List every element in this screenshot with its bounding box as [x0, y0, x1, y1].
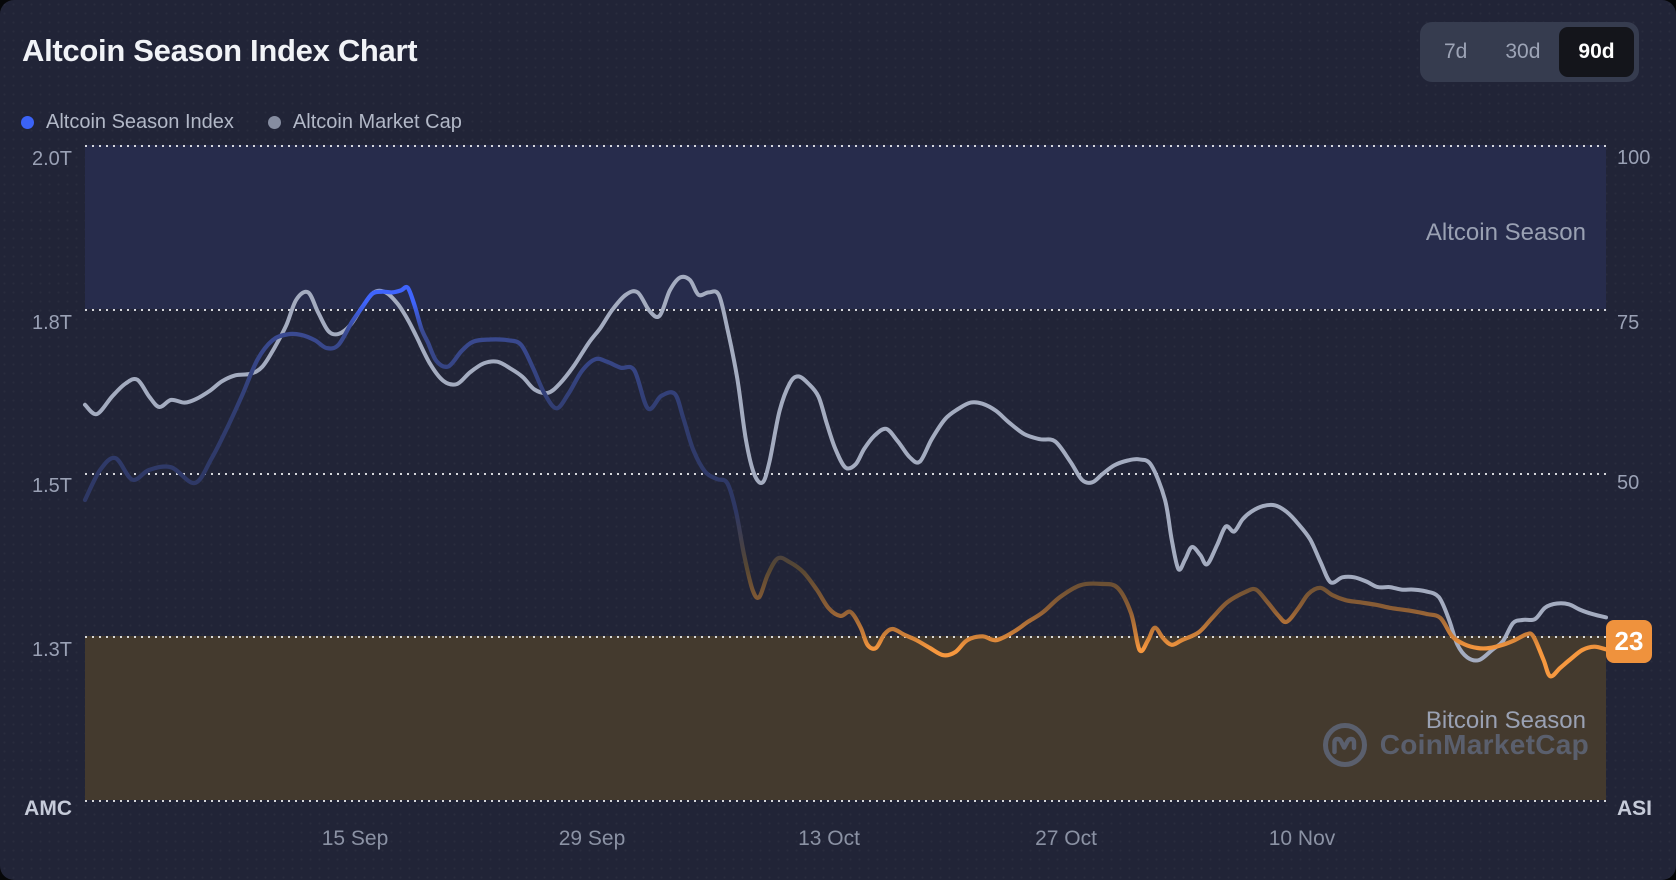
gridline — [85, 636, 1606, 638]
x-axis-tick-27-oct: 27 Oct — [1035, 827, 1097, 850]
right-axis-tick-100: 100 — [1617, 147, 1651, 169]
gridline — [85, 800, 1606, 802]
watermark-text: CoinMarketCap — [1379, 729, 1589, 760]
coinmarketcap-logo-icon — [1322, 723, 1367, 767]
x-axis-tick-10-nov: 10 Nov — [1268, 827, 1336, 850]
right-axis-tick-75: 75 — [1617, 312, 1640, 334]
left-axis-tick-1-3t: 1.3T — [31, 639, 72, 661]
right-axis-title-asi: ASI — [1617, 797, 1653, 820]
legend-label: Altcoin Season Index — [46, 111, 234, 133]
legend-dot-gray — [267, 116, 281, 129]
gridline — [85, 473, 1606, 475]
current-value-badge: 23 — [1606, 620, 1652, 663]
altcoin-season-index-line — [82, 284, 1609, 679]
altcoin-season-zone-label: Altcoin Season — [1425, 219, 1586, 246]
legend-item-altcoin-season-index[interactable]: Altcoin Season Index — [21, 111, 234, 134]
legend-dot-blue — [21, 116, 34, 129]
legend-item-altcoin-market-cap[interactable]: Altcoin Market Cap — [267, 111, 462, 134]
range-button-7d[interactable]: 7d — [1425, 27, 1486, 77]
gridline — [85, 145, 1606, 147]
x-axis-tick-15-sep: 15 Sep — [321, 827, 389, 850]
chart-legend: Altcoin Season Index Altcoin Market Cap — [21, 111, 462, 134]
range-button-90d[interactable]: 90d — [1559, 27, 1634, 77]
range-button-30d[interactable]: 30d — [1486, 27, 1559, 77]
left-axis-tick-1-5t: 1.5T — [31, 475, 72, 497]
x-axis-tick-29-sep: 29 Sep — [558, 827, 626, 850]
right-axis-tick-50: 50 — [1617, 472, 1640, 494]
bitcoin-season-zone — [85, 636, 1606, 800]
altcoin-season-zone — [85, 145, 1606, 309]
coinmarketcap-watermark: CoinMarketCap — [1322, 722, 1589, 768]
page-title: Altcoin Season Index Chart — [22, 33, 418, 68]
left-axis-tick-2-0t: 2.0T — [31, 148, 72, 170]
left-axis-title-amc: AMC — [24, 797, 72, 820]
gridline — [85, 309, 1606, 311]
bitcoin-season-zone-label: Bitcoin Season — [1425, 707, 1586, 734]
x-axis-tick-13-oct: 13 Oct — [798, 827, 860, 850]
left-axis-tick-1-8t: 1.8T — [31, 312, 72, 334]
time-range-switcher: 7d 30d 90d — [1420, 22, 1639, 82]
legend-label: Altcoin Market Cap — [292, 111, 462, 133]
